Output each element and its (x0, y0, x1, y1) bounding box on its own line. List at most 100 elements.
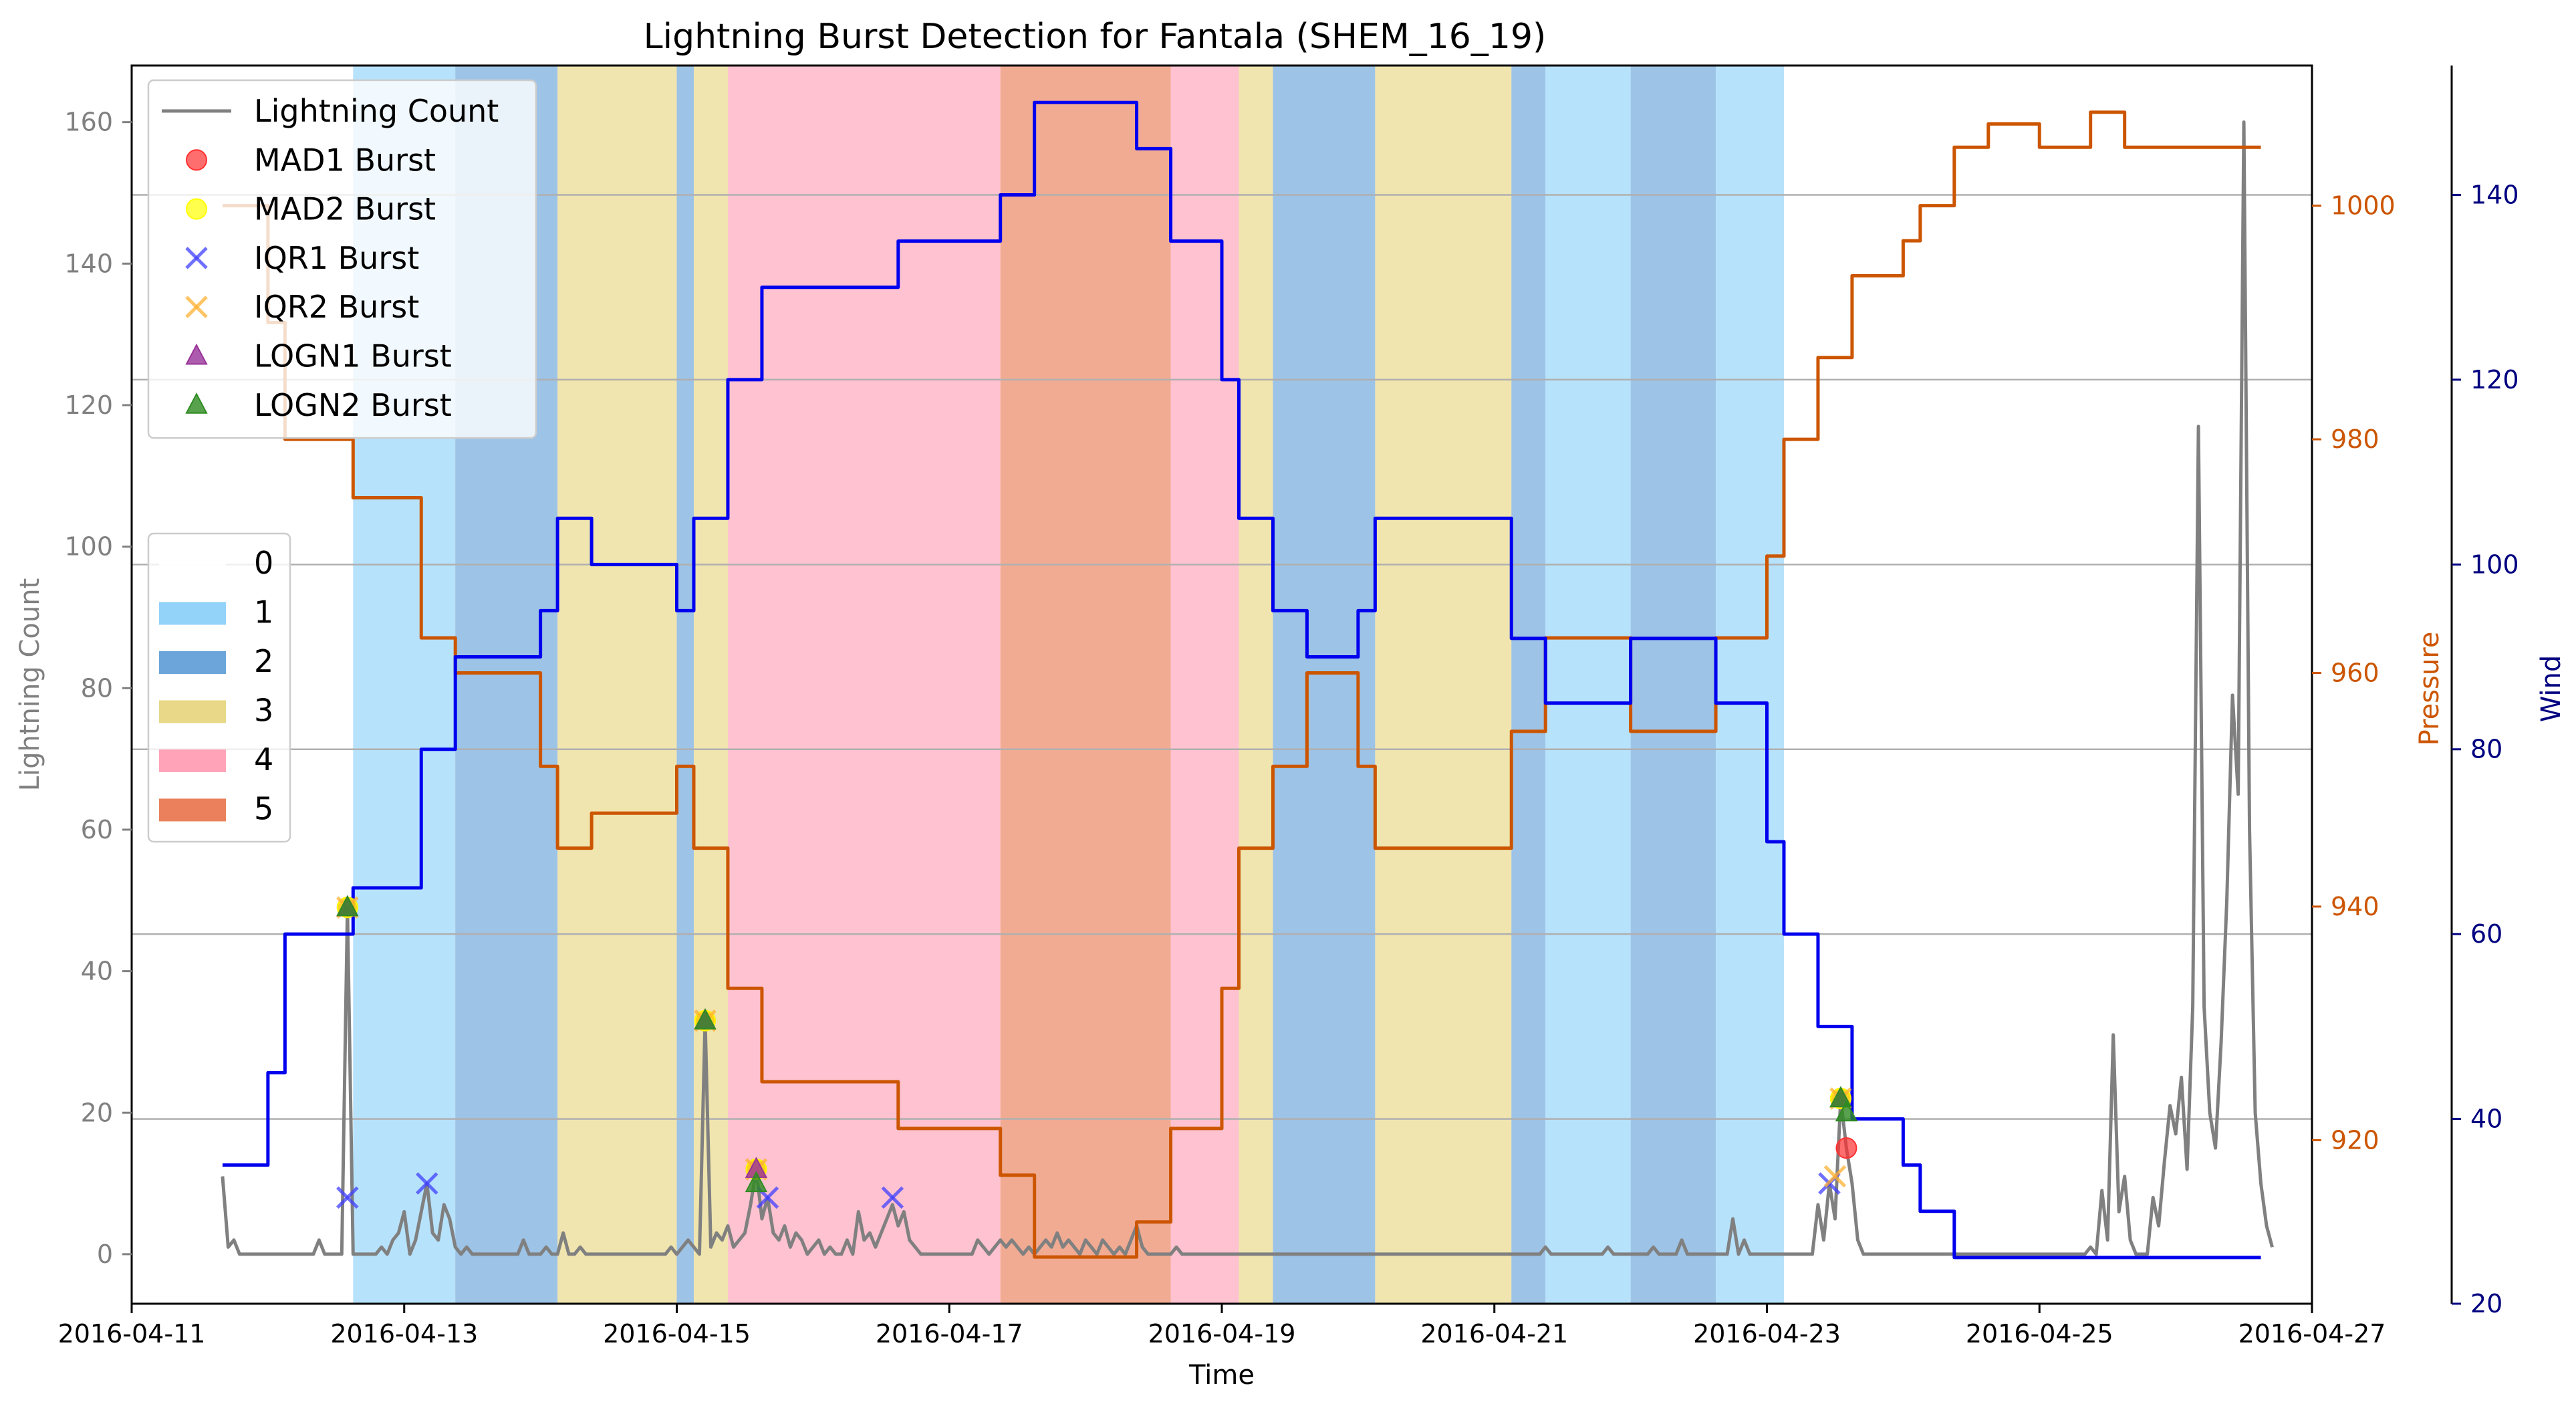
category-legend-label-5: 5 (254, 791, 273, 827)
series-legend: Lightning Count MAD1 Burst MAD2 Burst IQR1 … (147, 79, 537, 439)
category-legend-swatch-2 (159, 651, 226, 674)
legend-iqr2-burst-label: IQR2 Burst (254, 289, 419, 325)
legend-mad2-burst-label: MAD2 Burst (254, 191, 436, 227)
category-span-4 (693, 66, 728, 1304)
y2-tick-label-920: 920 (2331, 1125, 2379, 1155)
iqr1-burst-marker-0-b (336, 1186, 359, 1209)
category-span-14 (1716, 66, 1784, 1304)
x-tick-label-8: 2016-04-27 (2238, 1319, 2386, 1349)
logn2-burst-marker-1 (694, 1008, 717, 1030)
y2-tick-label-940: 940 (2331, 892, 2379, 921)
y1-tick-label-0: 0 (97, 1240, 113, 1269)
wind-line (222, 100, 2261, 1260)
category-span-5 (727, 66, 1001, 1304)
y3-axis-label: Wind (2536, 655, 2567, 723)
y3-tick-label-60: 60 (2470, 919, 2502, 949)
y1-tick-label-140: 140 (64, 249, 113, 278)
category-span-12 (1545, 66, 1631, 1304)
iqr2-burst-marker-4 (1823, 1165, 1847, 1188)
y2-tick-label-960: 960 (2331, 659, 2379, 688)
iqr1-burst-marker-1 (415, 1172, 438, 1195)
legend-lightning-count-label: Lightning Count (254, 93, 499, 129)
category-span-6 (1000, 66, 1171, 1304)
y1-tick-label-100: 100 (64, 532, 113, 562)
x-tick-label-7: 2016-04-25 (1966, 1319, 2113, 1349)
legend-logn2-burst-swatch (185, 392, 208, 414)
chart-title: Lightning Burst Detection for Fantala (S… (644, 17, 1547, 57)
y2-tick-label-1000: 1000 (2331, 191, 2396, 221)
category-span-8 (1239, 66, 1273, 1304)
category-span-2 (557, 66, 677, 1304)
y3-tick-label-120: 120 (2470, 365, 2519, 394)
category-legend-label-1: 1 (254, 594, 273, 630)
x-tick-label-5: 2016-04-21 (1420, 1319, 1568, 1349)
iqr2-burst-marker-4-b (1823, 1165, 1847, 1188)
iqr1-burst-marker-3-b (881, 1186, 904, 1209)
legend-iqr1-burst-swatch-b (185, 247, 208, 269)
y3-tick-label-100: 100 (2470, 550, 2519, 579)
y2-tick-label-980: 980 (2331, 425, 2379, 454)
y3-axis: 20 40 60 80 100 120 140 (2450, 66, 2519, 1318)
x-axis-label: Time (1188, 1360, 1255, 1391)
x-axis: 2016-04-11 2016-04-13 2016-04-15 2016-04-17… (58, 1304, 2386, 1349)
y1-tick-label-80: 80 (81, 673, 113, 703)
legend-logn1-burst-swatch (185, 343, 208, 365)
y1-tick-label-60: 60 (81, 815, 113, 844)
category-legend-label-0: 0 (254, 545, 273, 581)
legend-iqr2-burst-swatch (185, 296, 208, 318)
x-tick-label-0: 2016-04-11 (58, 1319, 206, 1349)
category-span-3 (676, 66, 694, 1304)
category-span-10 (1375, 66, 1512, 1304)
legend-iqr2-burst-swatch-b (185, 296, 208, 318)
iqr1-burst-marker-3 (881, 1186, 904, 1209)
legend-logn2-burst-label: LOGN2 Burst (254, 387, 452, 423)
category-span-7 (1170, 66, 1239, 1304)
y2-axis-label: Pressure (2414, 632, 2445, 746)
category-span-11 (1511, 66, 1546, 1304)
logn2-burst-marker-4 (1835, 1100, 1858, 1122)
lightning-count-line (221, 120, 2274, 1256)
y3-tick-label-80: 80 (2470, 735, 2502, 764)
legend-iqr1-burst-label: IQR1 Burst (254, 240, 419, 276)
legend-logn1-burst-label: LOGN1 Burst (254, 338, 452, 374)
series-legend-box (147, 79, 537, 439)
y3-tick-label-140: 140 (2470, 180, 2519, 209)
x-tick-label-4: 2016-04-19 (1148, 1319, 1296, 1349)
y1-axis-label: Lightning Count (15, 578, 45, 792)
category-spans (353, 66, 1784, 1304)
category-legend-label-3: 3 (254, 693, 273, 729)
pressure-line (222, 110, 2261, 1259)
y1-tick-label-20: 20 (81, 1098, 113, 1127)
burst-markers (336, 895, 1858, 1209)
category-span-9 (1273, 66, 1376, 1304)
series-layer (221, 100, 2274, 1260)
y1-tick-label-120: 120 (64, 390, 113, 420)
y1-tick-label-40: 40 (81, 957, 113, 986)
category-legend-label-4: 4 (254, 741, 273, 778)
y2-axis: 920 940 960 980 1000 (2312, 191, 2396, 1155)
category-legend-swatch-3 (159, 700, 226, 723)
legend-mad1-burst-swatch (186, 149, 207, 171)
category-legend-swatch-0 (159, 553, 226, 576)
category-legend-label-2: 2 (254, 643, 273, 679)
category-legend-swatch-4 (159, 749, 226, 772)
x-tick-label-3: 2016-04-17 (876, 1319, 1023, 1349)
category-legend-swatch-5 (159, 798, 226, 822)
x-tick-label-2: 2016-04-15 (603, 1319, 751, 1349)
y1-tick-label-160: 160 (64, 108, 113, 137)
category-legend: 0 1 2 3 4 5 (147, 532, 291, 843)
iqr1-burst-marker-2-b (756, 1186, 779, 1209)
category-span-13 (1630, 66, 1716, 1304)
legend-iqr1-burst-swatch (185, 247, 208, 269)
iqr1-burst-marker-0 (336, 1186, 359, 1209)
category-legend-swatch-1 (159, 602, 226, 625)
x-tick-label-1: 2016-04-13 (330, 1319, 478, 1349)
logn2-burst-marker-2 (745, 1171, 768, 1193)
y3-tick-label-40: 40 (2470, 1104, 2502, 1134)
legend-mad1-burst-label: MAD1 Burst (254, 142, 436, 178)
mad1-burst-marker-4 (1835, 1137, 1857, 1159)
legend-mad2-burst-swatch (186, 198, 207, 220)
x-tick-label-6: 2016-04-23 (1693, 1319, 1841, 1349)
iqr1-burst-marker-1-b (415, 1172, 438, 1195)
